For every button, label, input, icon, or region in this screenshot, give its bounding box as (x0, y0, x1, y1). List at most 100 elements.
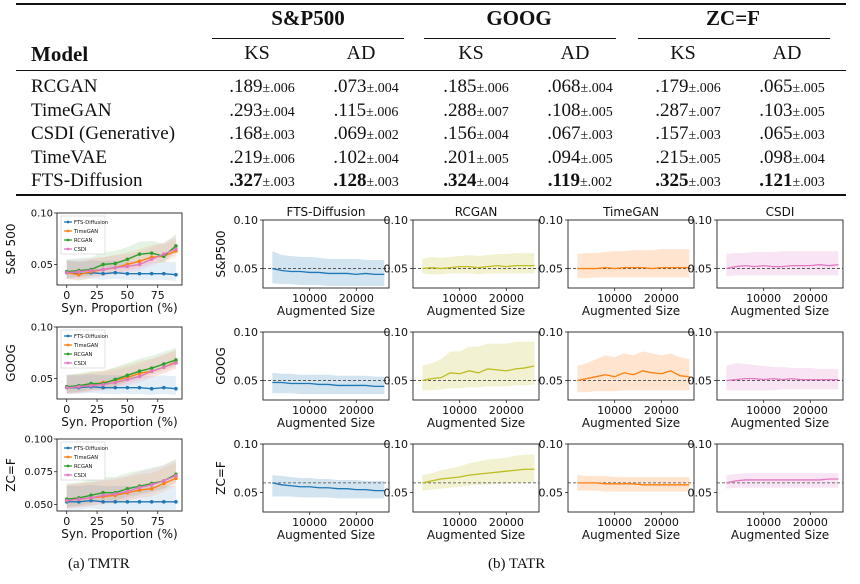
x-tick-label: 10000 (746, 404, 781, 417)
series-line (422, 468, 535, 484)
row-label: S&P500 (214, 230, 228, 277)
cell-std: ±.003 (262, 175, 295, 190)
cell-mean: .288 (443, 99, 477, 121)
cell-mean: .156 (443, 123, 477, 144)
panel-title: RCGAN (455, 205, 498, 219)
table-cell: .119±.002 (530, 170, 630, 192)
confidence-band (422, 341, 535, 391)
cell-mean: .065 (759, 123, 793, 144)
series-line (66, 475, 177, 502)
data-point (89, 268, 93, 273)
cell-std: ±.003 (366, 175, 399, 190)
table-cell: .327±.003 (212, 170, 312, 192)
cell-mean: .157 (655, 123, 689, 144)
table-cell: .219±.006 (212, 147, 312, 169)
data-point (149, 366, 154, 370)
y-tick-label: 0.100 (24, 435, 53, 446)
y-tick-label: 0.10 (234, 438, 259, 451)
data-point (77, 384, 81, 389)
cell-std: ±.004 (580, 81, 613, 96)
y-tick-label: 0.10 (384, 214, 409, 227)
series-line (726, 264, 839, 270)
x-tick-label: 20000 (644, 404, 679, 417)
data-point (149, 271, 154, 276)
axes-frame (412, 443, 540, 513)
data-point (149, 500, 154, 504)
y-tick-label: 0.10 (688, 438, 713, 451)
cell-mean: .115 (333, 99, 367, 121)
x-axis-label: Augmented Size (731, 416, 829, 430)
data-point (161, 271, 166, 276)
data-point (174, 500, 178, 504)
x-tick-label: 10000 (292, 404, 327, 417)
metric-header: KS (244, 42, 270, 64)
metric-header: AD (346, 42, 376, 64)
data-point (113, 380, 118, 385)
cell-mean: .067 (547, 123, 581, 144)
cell-std: ±.003 (262, 128, 295, 143)
axes-frame (567, 443, 695, 513)
table-cell: .103±.005 (742, 100, 842, 122)
table-cell: .067±.003 (530, 123, 630, 145)
x-tick-label: 25 (90, 515, 104, 528)
confidence-band (577, 351, 690, 393)
x-axis-label: Augmented Size (427, 528, 525, 542)
x-axis-label: Augmented Size (277, 416, 375, 430)
cell-mean: .185 (443, 76, 477, 97)
axes-frame (56, 438, 183, 512)
cell-std: ±.004 (366, 151, 399, 167)
data-point (89, 383, 93, 388)
cell-mean: .168 (229, 123, 263, 144)
data-point (101, 493, 105, 498)
cell-std: ±.005 (580, 104, 613, 120)
data-point (149, 386, 154, 391)
data-point (161, 362, 166, 366)
table-cell: .108±.005 (530, 100, 630, 122)
group-underline-sp500 (212, 38, 404, 39)
series-line (577, 266, 690, 270)
data-point (125, 500, 130, 504)
table-cell: .068±.004 (530, 76, 630, 98)
x-tick-label: 0 (63, 289, 70, 302)
y-tick-label: 0.10 (384, 438, 409, 451)
data-point (125, 264, 130, 269)
x-tick-label: 25 (90, 289, 104, 302)
cell-mean: .073 (333, 76, 367, 97)
x-tick-label: 20000 (489, 404, 524, 417)
table-cell: .287±.007 (638, 100, 738, 122)
series-band (66, 233, 176, 278)
table-cell: .098±.004 (742, 147, 842, 169)
data-point (125, 257, 130, 262)
cell-std: ±.003 (688, 175, 721, 190)
confidence-band (422, 454, 535, 491)
y-tick-label: 0.05 (234, 487, 259, 500)
y-tick-label: 0.05 (31, 260, 53, 271)
y-tick-label: 0.10 (539, 214, 564, 227)
cell-mean: .324 (443, 170, 477, 191)
data-point (77, 269, 81, 274)
x-axis-label: Augmented Size (277, 304, 375, 318)
data-point (149, 483, 154, 487)
data-point (174, 386, 178, 391)
data-point (149, 486, 154, 491)
legend-marker (66, 334, 70, 338)
x-axis-label: Augmented Size (582, 416, 680, 430)
cell-std: ±.004 (366, 81, 399, 96)
data-point (64, 385, 69, 390)
series-band (66, 484, 176, 510)
table-mid-rule (16, 70, 846, 71)
series-line (66, 499, 176, 503)
legend: FTS-Diffusion TimeGAN RCGAN CSDI (60, 329, 108, 369)
table-cell: .185±.006 (426, 76, 526, 98)
legend-marker (66, 446, 70, 450)
y-tick-label: 0.10 (539, 438, 564, 451)
series-band (66, 260, 176, 281)
cell-std: ±.004 (476, 175, 509, 190)
cell-mean: .215 (655, 146, 689, 168)
cell-mean: .128 (333, 170, 367, 191)
table-cell: .168±.003 (212, 123, 312, 145)
confidence-band (577, 249, 690, 279)
data-point (137, 259, 142, 264)
cell-std: ±.003 (792, 175, 825, 190)
x-tick-label: 10000 (746, 516, 781, 529)
